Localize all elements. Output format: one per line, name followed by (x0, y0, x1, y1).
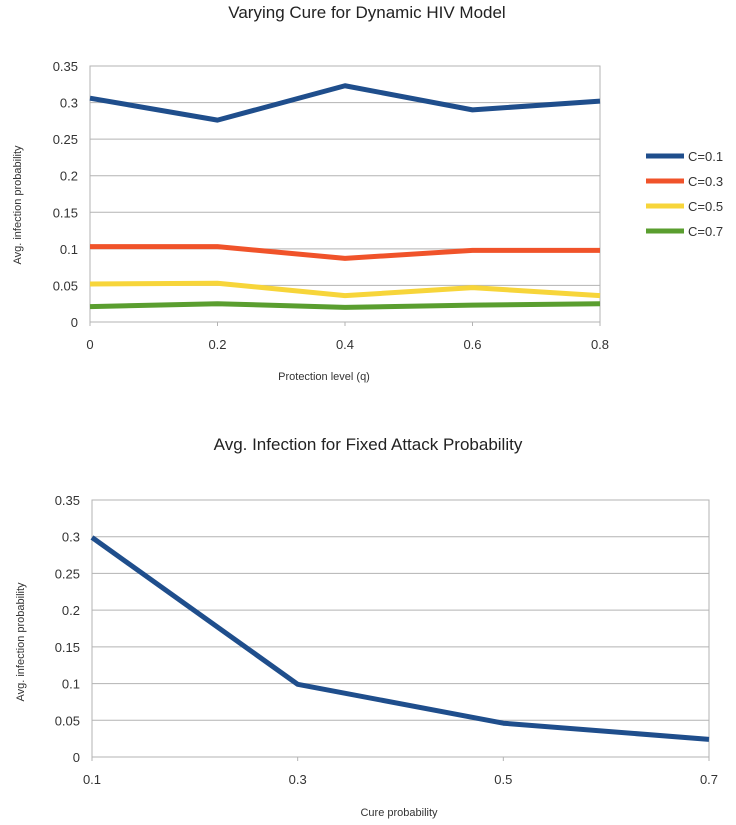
c1-y-tick-label: 0.05 (53, 278, 78, 293)
c1-y-tick-label: 0.3 (60, 96, 78, 111)
chart-varying-cure: Varying Cure for Dynamic HIV Model 0 0.05… (12, 3, 723, 383)
c2-y-tick-label: 0.05 (55, 713, 80, 728)
c2-x-tick-label: 0.1 (83, 772, 101, 787)
c2-y-tick-label: 0.1 (62, 677, 80, 692)
c1-y-tick-label: 0.15 (53, 205, 78, 220)
c1-x-tick-label: 0.2 (208, 337, 226, 352)
c1-x-tick-label: 0 (86, 337, 93, 352)
c2-y-tick-label: 0.15 (55, 640, 80, 655)
legend-label-3: C=0.5 (688, 199, 723, 214)
c2-y-tick-label: 0.3 (62, 530, 80, 545)
c1-x-tick-label: 0.6 (463, 337, 481, 352)
chart1-title: Varying Cure for Dynamic HIV Model (228, 3, 505, 22)
c1-y-tick-label: 0.35 (53, 59, 78, 74)
chart2-x-axis-label: Cure probability (360, 807, 438, 819)
legend-label-2: C=0.3 (688, 174, 723, 189)
c2-y-tick-label: 0.35 (55, 493, 80, 508)
legend-label-4: C=0.7 (688, 224, 723, 239)
c1-y-tick-label: 0.25 (53, 132, 78, 147)
chart1-legend: C=0.1 C=0.3 C=0.5 C=0.7 (646, 149, 723, 239)
chart1-y-axis-label: Avg. infection probability (12, 145, 24, 265)
c2-x-tick-label: 0.5 (494, 772, 512, 787)
c2-x-tick-label: 0.3 (289, 772, 307, 787)
c2-y-tick-label: 0 (73, 750, 80, 765)
c1-series-line-4 (89, 301, 601, 310)
chart2-title: Avg. Infection for Fixed Attack Probabil… (214, 435, 523, 454)
legend-label-1: C=0.1 (688, 149, 723, 164)
c2-y-tick-label: 0.2 (62, 603, 80, 618)
c2-plot-frame (91, 499, 710, 758)
c2-series-line-1 (90, 535, 710, 742)
c1-y-tick-label: 0 (71, 315, 78, 330)
c1-x-tick-label: 0.8 (591, 337, 609, 352)
c2-x-tick-label: 0.7 (700, 772, 718, 787)
c2-y-tick-label: 0.25 (55, 566, 80, 581)
chart1-x-axis-label: Protection level (q) (278, 371, 370, 383)
c1-x-tick-label: 0.4 (336, 337, 354, 352)
c1-y-tick-label: 0.2 (60, 169, 78, 184)
chart-fixed-attack: Avg. Infection for Fixed Attack Probabil… (15, 435, 718, 819)
chart2-y-axis-label: Avg. infection probability (15, 582, 27, 702)
c1-y-tick-label: 0.1 (60, 242, 78, 257)
